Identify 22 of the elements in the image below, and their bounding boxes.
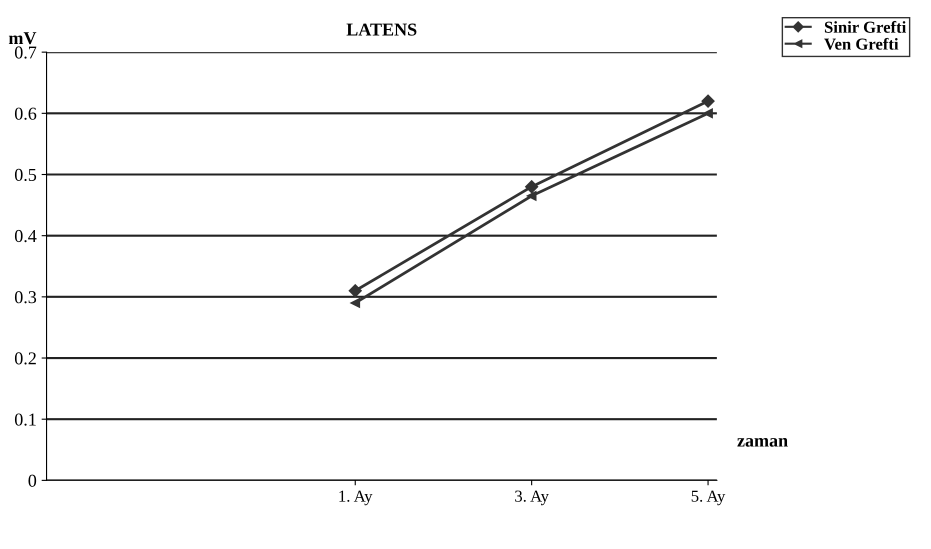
point xyxy=(348,284,362,298)
y-tick-label: 0 xyxy=(28,474,36,487)
point xyxy=(703,108,713,118)
y-axis-title: mV xyxy=(8,32,36,44)
y-tick-label: 0.6 xyxy=(14,108,36,120)
chart-title: LATENS xyxy=(346,24,416,36)
y-tick-label: 0.3 xyxy=(14,291,36,304)
x-tick-label: 3. Ay xyxy=(515,490,549,506)
point xyxy=(350,298,360,308)
y-tick-label: 0.2 xyxy=(14,352,36,365)
x-axis-title: zaman xyxy=(737,438,788,447)
x-tick-label: 5. Ay xyxy=(692,490,726,506)
legend-label: Ven Grefti xyxy=(824,38,898,50)
point xyxy=(526,191,537,201)
y-tick-label: 0.7 xyxy=(14,46,36,59)
y-tick-label: 0.4 xyxy=(14,230,37,242)
point xyxy=(701,94,715,108)
y-tick-label: 0.1 xyxy=(14,413,36,426)
point xyxy=(525,180,538,194)
y-tick-label: 0.5 xyxy=(14,168,36,182)
x-tick-label: 1. Ay xyxy=(339,490,372,506)
legend-label: Sinir Grefti xyxy=(824,20,906,33)
